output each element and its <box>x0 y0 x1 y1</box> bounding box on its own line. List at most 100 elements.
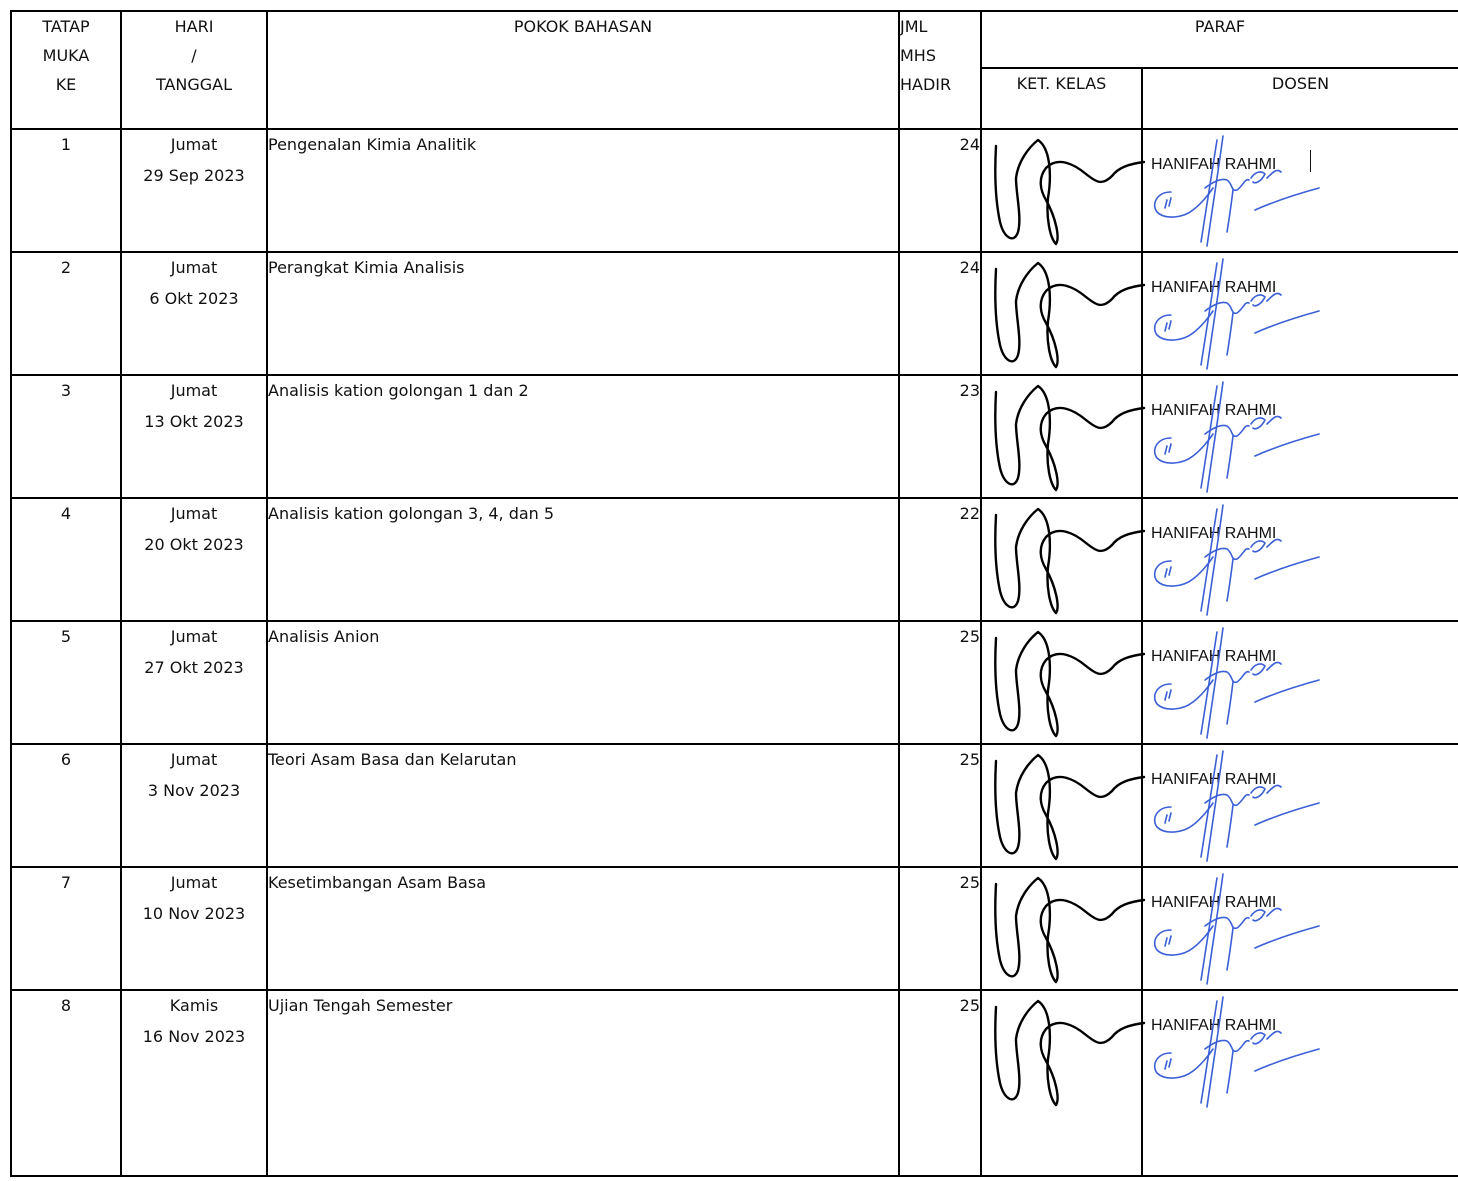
header-jml-line-2: MHS <box>900 46 936 65</box>
attendance-count: 25 <box>898 743 982 868</box>
class-rep-signature-cell <box>980 128 1146 253</box>
session-date-text: 3 Nov 2023 <box>147 781 241 800</box>
class-rep-signature-cell <box>980 620 1146 745</box>
session-topic: Analisis kation golongan 1 dan 2 <box>266 374 900 499</box>
session-number: 7 <box>10 866 122 991</box>
dosen-cell: HANIFAH RAHMI <box>1141 251 1458 376</box>
class-rep-signature-cell <box>980 989 1146 1177</box>
header-hari-tanggal: HARI / TANGGAL <box>120 10 268 130</box>
attendance-count: 22 <box>898 497 982 622</box>
class-rep-signature <box>994 507 1146 615</box>
session-topic: Analisis kation golongan 3, 4, dan 5 <box>266 497 900 622</box>
session-date: Kamis 16 Nov 2023 <box>120 989 268 1177</box>
session-date-text: 6 Okt 2023 <box>149 289 239 308</box>
session-date: Jumat 6 Okt 2023 <box>120 251 268 376</box>
header-tatap-muka-line-1: TATAP <box>42 17 90 36</box>
attendance-row: 3 Jumat 13 Okt 2023 Analisis kation golo… <box>10 374 1458 499</box>
session-topic: Analisis Anion <box>266 620 900 745</box>
attendance-count: 24 <box>898 128 982 253</box>
session-number: 6 <box>10 743 122 868</box>
dosen-cell: HANIFAH RAHMI <box>1141 620 1458 745</box>
class-rep-signature-cell <box>980 497 1146 622</box>
session-date-text: 16 Nov 2023 <box>142 1027 246 1046</box>
dosen-signature <box>1153 258 1320 370</box>
session-date-text: 10 Nov 2023 <box>142 904 246 923</box>
dosen-signature <box>1153 135 1320 247</box>
header-pokok-bahasan: POKOK BAHASAN <box>266 10 900 130</box>
session-date-text: 29 Sep 2023 <box>143 166 245 185</box>
dosen-cell: HANIFAH RAHMI <box>1141 866 1458 991</box>
header-tatap-muka-line-2: MUKA <box>42 46 90 65</box>
class-rep-signature-cell <box>980 743 1146 868</box>
header-tatap-muka: TATAP MUKA KE <box>10 10 122 130</box>
class-rep-signature-cell <box>980 374 1146 499</box>
attendance-count: 23 <box>898 374 982 499</box>
session-date-text: 27 Okt 2023 <box>144 658 244 677</box>
session-number: 5 <box>10 620 122 745</box>
class-rep-signature <box>994 753 1146 861</box>
session-date: Jumat 29 Sep 2023 <box>120 128 268 253</box>
attendance-row: 5 Jumat 27 Okt 2023 Analisis Anion 25 HA… <box>10 620 1458 745</box>
header-hari-line-1: HARI <box>174 17 214 36</box>
attendance-count: 25 <box>898 866 982 991</box>
session-day: Jumat <box>170 381 218 400</box>
dosen-signature <box>1153 627 1320 739</box>
header-jml-line-3: HADIR <box>900 75 952 94</box>
header-paraf: PARAF <box>980 10 1458 69</box>
header-dosen: DOSEN <box>1141 67 1458 130</box>
dosen-cell: HANIFAH RAHMI <box>1141 374 1458 499</box>
dosen-cell: HANIFAH RAHMI <box>1141 989 1458 1177</box>
class-rep-signature <box>994 261 1146 369</box>
session-date: Jumat 27 Okt 2023 <box>120 620 268 745</box>
session-day: Jumat <box>170 135 218 154</box>
session-topic: Perangkat Kimia Analisis <box>266 251 900 376</box>
class-rep-signature <box>994 876 1146 984</box>
class-rep-signature <box>994 999 1146 1107</box>
session-date: Jumat 3 Nov 2023 <box>120 743 268 868</box>
attendance-rows: 1 Jumat 29 Sep 2023 Pengenalan Kimia Ana… <box>10 128 1458 1177</box>
session-date: Jumat 20 Okt 2023 <box>120 497 268 622</box>
attendance-row: 2 Jumat 6 Okt 2023 Perangkat Kimia Anali… <box>10 251 1458 376</box>
attendance-count: 24 <box>898 251 982 376</box>
session-topic: Kesetimbangan Asam Basa <box>266 866 900 991</box>
dosen-cell: HANIFAH RAHMI <box>1141 743 1458 868</box>
header-jml-mhs-hadir: JML MHS HADIR <box>898 10 982 130</box>
session-day: Jumat <box>170 750 218 769</box>
class-rep-signature-cell <box>980 866 1146 991</box>
session-topic: Ujian Tengah Semester <box>266 989 900 1177</box>
session-number: 2 <box>10 251 122 376</box>
session-day: Kamis <box>169 996 219 1015</box>
class-rep-signature <box>994 138 1146 246</box>
session-day: Jumat <box>170 258 218 277</box>
session-date: Jumat 13 Okt 2023 <box>120 374 268 499</box>
attendance-count: 25 <box>898 989 982 1177</box>
attendance-row: 6 Jumat 3 Nov 2023 Teori Asam Basa dan K… <box>10 743 1458 868</box>
attendance-row: 8 Kamis 16 Nov 2023 Ujian Tengah Semeste… <box>10 989 1458 1177</box>
header-hari-line-2: / <box>191 46 197 65</box>
session-day: Jumat <box>170 504 218 523</box>
session-number: 1 <box>10 128 122 253</box>
dosen-cell: HANIFAH RAHMI <box>1141 128 1458 253</box>
session-date: Jumat 10 Nov 2023 <box>120 866 268 991</box>
attendance-row: 1 Jumat 29 Sep 2023 Pengenalan Kimia Ana… <box>10 128 1458 253</box>
text-cursor <box>1310 150 1311 172</box>
session-number: 3 <box>10 374 122 499</box>
dosen-signature <box>1153 996 1320 1108</box>
attendance-row: 4 Jumat 20 Okt 2023 Analisis kation golo… <box>10 497 1458 622</box>
dosen-signature <box>1153 750 1320 862</box>
class-rep-signature-cell <box>980 251 1146 376</box>
attendance-row: 7 Jumat 10 Nov 2023 Kesetimbangan Asam B… <box>10 866 1458 991</box>
dosen-signature <box>1153 381 1320 493</box>
session-topic: Teori Asam Basa dan Kelarutan <box>266 743 900 868</box>
class-rep-signature <box>994 384 1146 492</box>
class-rep-signature <box>994 630 1146 738</box>
header-hari-line-3: TANGGAL <box>155 75 233 94</box>
dosen-cell: HANIFAH RAHMI <box>1141 497 1458 622</box>
session-day: Jumat <box>170 627 218 646</box>
session-date-text: 13 Okt 2023 <box>144 412 244 431</box>
session-date-text: 20 Okt 2023 <box>144 535 244 554</box>
session-topic: Pengenalan Kimia Analitik <box>266 128 900 253</box>
attendance-count: 25 <box>898 620 982 745</box>
session-day: Jumat <box>170 873 218 892</box>
